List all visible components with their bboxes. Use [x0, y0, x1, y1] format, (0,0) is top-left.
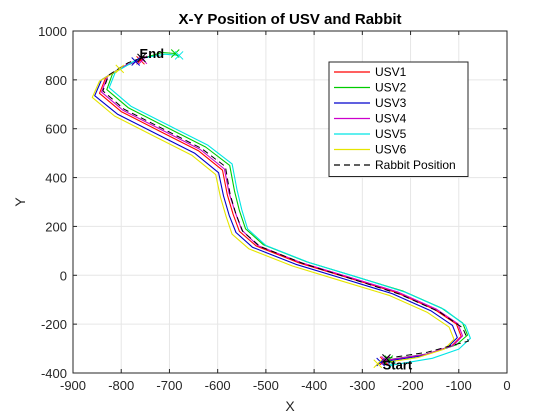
x-tick-label: -100 [446, 378, 472, 393]
y-tick-label: 1000 [38, 24, 67, 39]
start-marker [384, 355, 394, 364]
x-tick-label: -700 [156, 378, 182, 393]
marker-stroke [384, 355, 394, 364]
end-marker [136, 55, 145, 65]
marker-stroke [386, 360, 396, 370]
marker-stroke [376, 357, 386, 367]
legend-label: USV1 [375, 65, 407, 79]
series-line-usv2 [106, 51, 469, 361]
endpoint-markers [115, 49, 396, 370]
legend-label: Rabbit Position [375, 158, 456, 172]
series-line-usv5 [108, 53, 471, 366]
x-tick-label: -200 [398, 378, 424, 393]
y-tick-label: -400 [41, 366, 67, 381]
x-tick-label: -300 [349, 378, 375, 393]
marker-stroke [137, 53, 146, 63]
start-marker [373, 359, 383, 369]
end-marker [174, 51, 184, 60]
series-layer [91, 51, 471, 366]
y-axis-label: Y [12, 197, 28, 207]
legend-label: USV4 [375, 112, 407, 126]
series-line-rabbit-position [102, 57, 469, 359]
marker-stroke [382, 353, 391, 363]
y-tick-label: 0 [60, 268, 67, 283]
x-tick-label: -500 [253, 378, 279, 393]
marker-stroke [170, 49, 180, 58]
axes-box [72, 30, 508, 374]
x-tick-label: -400 [301, 378, 327, 393]
x-tick-label: -600 [205, 378, 231, 393]
marker-stroke [136, 55, 145, 65]
end-marker [115, 64, 125, 74]
y-tick-label: 400 [45, 171, 67, 186]
start-marker [386, 360, 396, 370]
legend-label: USV3 [375, 96, 407, 110]
x-tick-label: -800 [108, 378, 134, 393]
series-line-usv3 [94, 60, 458, 363]
series-line-usv6 [91, 68, 455, 365]
chart-title: X-Y Position of USV and Rabbit [178, 11, 401, 28]
end-marker [131, 57, 141, 66]
annotation-end: End [140, 46, 165, 61]
x-tick-label: -900 [60, 378, 86, 393]
y-tick-label: -200 [41, 317, 67, 332]
start-marker [376, 357, 386, 367]
marker-stroke [115, 64, 125, 74]
legend-box [328, 61, 469, 177]
start-marker [382, 353, 391, 363]
y-tick-label: 200 [45, 219, 67, 234]
end-marker [137, 53, 146, 63]
annotation-start: Start [383, 357, 413, 372]
marker-stroke [373, 359, 383, 369]
series-line-usv1 [98, 59, 462, 362]
marker-stroke [131, 57, 141, 66]
marker-stroke [174, 51, 184, 60]
legend-label: USV5 [375, 127, 407, 141]
legend-label: USV6 [375, 143, 407, 157]
y-tick-label: 600 [45, 122, 67, 137]
x-axis-label: X [285, 398, 295, 414]
y-tick-label: 800 [45, 73, 67, 88]
marker-stroke [381, 355, 390, 365]
legend-label: USV2 [375, 81, 407, 95]
start-marker [381, 355, 390, 365]
x-tick-label: 0 [503, 378, 510, 393]
annotations: Start End [140, 46, 413, 372]
